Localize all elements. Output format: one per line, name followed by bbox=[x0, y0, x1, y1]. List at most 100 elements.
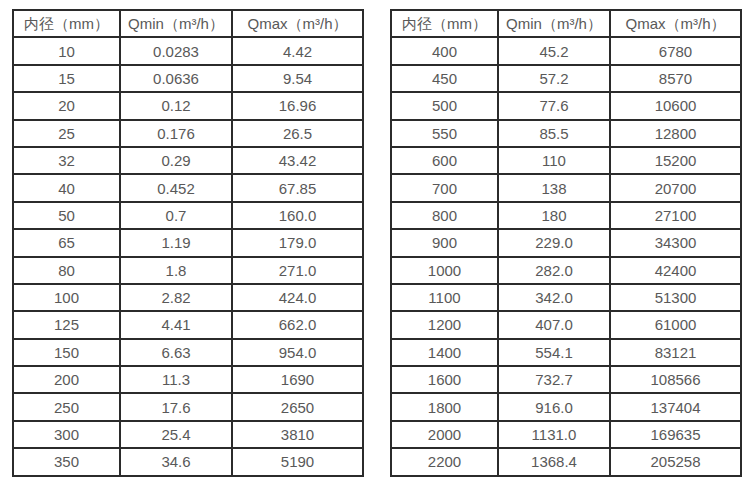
qmax-cell: 662.0 bbox=[232, 311, 363, 338]
qmax-cell: 15200 bbox=[610, 147, 741, 174]
qmax-cell: 160.0 bbox=[232, 202, 363, 229]
diameter-cell: 20 bbox=[13, 92, 120, 119]
table-row: 1600732.7108566 bbox=[391, 366, 741, 393]
qmax-cell: 1690 bbox=[232, 366, 363, 393]
qmin-cell: 57.2 bbox=[498, 65, 610, 92]
qmin-cell: 916.0 bbox=[498, 393, 610, 420]
qmax-cell: 34300 bbox=[610, 229, 741, 256]
diameter-cell: 700 bbox=[391, 174, 498, 201]
table-row: 400.45267.85 bbox=[13, 174, 363, 201]
qmin-cell: 0.29 bbox=[120, 147, 232, 174]
qmin-cell: 0.452 bbox=[120, 174, 232, 201]
qmax-header: Qmax（m³/h） bbox=[610, 10, 741, 37]
diameter-cell: 32 bbox=[13, 147, 120, 174]
qmin-cell: 17.6 bbox=[120, 393, 232, 420]
diameter-cell: 600 bbox=[391, 147, 498, 174]
table-row: 25017.62650 bbox=[13, 393, 363, 420]
table-row: 1000282.042400 bbox=[391, 257, 741, 284]
qmin-cell: 1.19 bbox=[120, 229, 232, 256]
qmin-header: Qmin（m³/h） bbox=[120, 10, 232, 37]
diameter-cell: 800 bbox=[391, 202, 498, 229]
qmax-cell: 67.85 bbox=[232, 174, 363, 201]
table-row: 70013820700 bbox=[391, 174, 741, 201]
header-row: 内径（mm）Qmin（m³/h）Qmax（m³/h） bbox=[13, 10, 363, 37]
table-row: 22001368.4205258 bbox=[391, 448, 741, 475]
table-row: 80018027100 bbox=[391, 202, 741, 229]
qmax-cell: 205258 bbox=[610, 448, 741, 475]
diameter-cell: 900 bbox=[391, 229, 498, 256]
table-row: 801.8271.0 bbox=[13, 257, 363, 284]
flow-range-table-left: 内径（mm）Qmin（m³/h）Qmax（m³/h） 100.02834.421… bbox=[12, 9, 364, 477]
qmin-cell: 85.5 bbox=[498, 120, 610, 147]
qmin-cell: 110 bbox=[498, 147, 610, 174]
table-row: 1002.82424.0 bbox=[13, 284, 363, 311]
diameter-header: 内径（mm） bbox=[13, 10, 120, 37]
qmin-cell: 0.176 bbox=[120, 120, 232, 147]
table-row: 1800916.0137404 bbox=[391, 393, 741, 420]
diameter-header: 内径（mm） bbox=[391, 10, 498, 37]
table-row: 150.06369.54 bbox=[13, 65, 363, 92]
table-row: 1100342.051300 bbox=[391, 284, 741, 311]
table-row: 1400554.183121 bbox=[391, 339, 741, 366]
table-row: 320.2943.42 bbox=[13, 147, 363, 174]
qmin-cell: 180 bbox=[498, 202, 610, 229]
qmax-cell: 83121 bbox=[610, 339, 741, 366]
diameter-cell: 1100 bbox=[391, 284, 498, 311]
diameter-cell: 15 bbox=[13, 65, 120, 92]
diameter-cell: 500 bbox=[391, 92, 498, 119]
table-row: 900229.034300 bbox=[391, 229, 741, 256]
table-row: 250.17626.5 bbox=[13, 120, 363, 147]
diameter-cell: 100 bbox=[13, 284, 120, 311]
qmax-cell: 424.0 bbox=[232, 284, 363, 311]
page: 内径（mm）Qmin（m³/h）Qmax（m³/h） 100.02834.421… bbox=[0, 0, 750, 483]
diameter-cell: 50 bbox=[13, 202, 120, 229]
table-row: 60011015200 bbox=[391, 147, 741, 174]
qmax-cell: 8570 bbox=[610, 65, 741, 92]
diameter-cell: 450 bbox=[391, 65, 498, 92]
diameter-cell: 250 bbox=[13, 393, 120, 420]
qmax-header: Qmax（m³/h） bbox=[232, 10, 363, 37]
qmin-cell: 1368.4 bbox=[498, 448, 610, 475]
table-row: 100.02834.42 bbox=[13, 37, 363, 64]
diameter-cell: 150 bbox=[13, 339, 120, 366]
qmin-cell: 138 bbox=[498, 174, 610, 201]
table-row: 45057.28570 bbox=[391, 65, 741, 92]
qmin-cell: 0.7 bbox=[120, 202, 232, 229]
table-row: 651.19179.0 bbox=[13, 229, 363, 256]
diameter-cell: 1400 bbox=[391, 339, 498, 366]
diameter-cell: 1800 bbox=[391, 393, 498, 420]
qmin-header: Qmin（m³/h） bbox=[498, 10, 610, 37]
qmin-cell: 732.7 bbox=[498, 366, 610, 393]
table-row: 20011.31690 bbox=[13, 366, 363, 393]
qmax-cell: 9.54 bbox=[232, 65, 363, 92]
diameter-cell: 10 bbox=[13, 37, 120, 64]
qmin-cell: 229.0 bbox=[498, 229, 610, 256]
qmin-cell: 342.0 bbox=[498, 284, 610, 311]
qmin-cell: 0.0636 bbox=[120, 65, 232, 92]
qmin-cell: 0.12 bbox=[120, 92, 232, 119]
qmin-cell: 11.3 bbox=[120, 366, 232, 393]
qmax-cell: 954.0 bbox=[232, 339, 363, 366]
qmax-cell: 169635 bbox=[610, 421, 741, 448]
diameter-cell: 1600 bbox=[391, 366, 498, 393]
qmax-cell: 137404 bbox=[610, 393, 741, 420]
diameter-cell: 300 bbox=[13, 421, 120, 448]
qmax-cell: 10600 bbox=[610, 92, 741, 119]
table-row: 55085.512800 bbox=[391, 120, 741, 147]
diameter-cell: 125 bbox=[13, 311, 120, 338]
qmax-cell: 61000 bbox=[610, 311, 741, 338]
qmax-cell: 43.42 bbox=[232, 147, 363, 174]
qmin-cell: 1131.0 bbox=[498, 421, 610, 448]
table-row: 1254.41662.0 bbox=[13, 311, 363, 338]
qmax-cell: 4.42 bbox=[232, 37, 363, 64]
diameter-cell: 65 bbox=[13, 229, 120, 256]
qmax-cell: 108566 bbox=[610, 366, 741, 393]
table-row: 40045.26780 bbox=[391, 37, 741, 64]
table-row: 1200407.061000 bbox=[391, 311, 741, 338]
qmin-cell: 34.6 bbox=[120, 448, 232, 475]
table-row: 20001131.0169635 bbox=[391, 421, 741, 448]
qmax-cell: 20700 bbox=[610, 174, 741, 201]
diameter-cell: 1200 bbox=[391, 311, 498, 338]
qmax-cell: 16.96 bbox=[232, 92, 363, 119]
qmin-cell: 407.0 bbox=[498, 311, 610, 338]
